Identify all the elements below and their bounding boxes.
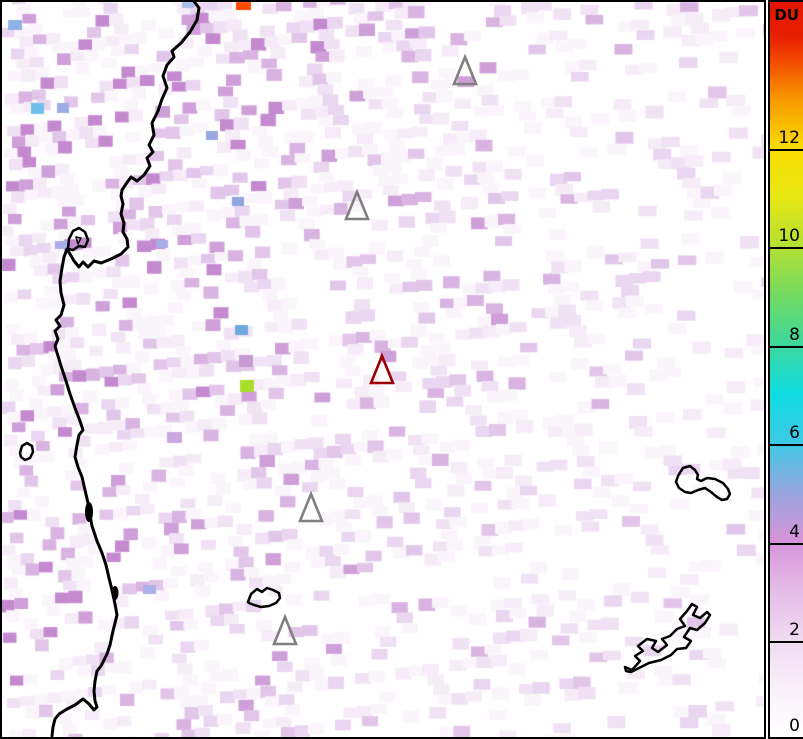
map-overlay bbox=[18, 0, 732, 738]
colorbar: DU 0 2 4 6 8 10 12 bbox=[768, 0, 803, 739]
map-plot-area bbox=[0, 0, 766, 739]
volcano-marker-active-triangle-icon bbox=[369, 352, 395, 385]
volcano-marker-triangle-icon bbox=[272, 613, 298, 646]
colorbar-tick-line bbox=[770, 148, 803, 151]
data-raster-canvas bbox=[0, 0, 766, 739]
volcano-marker-triangle-icon bbox=[344, 188, 370, 221]
colorbar-tick-label: 8 bbox=[789, 324, 800, 345]
colorbar-tick-line bbox=[770, 247, 803, 250]
colorbar-tick-line bbox=[770, 542, 803, 545]
colorbar-tick-label: 4 bbox=[789, 521, 800, 542]
lake-outline bbox=[246, 586, 282, 609]
coast-filled-spot bbox=[85, 502, 93, 522]
lake-outline bbox=[18, 441, 35, 462]
colorbar-tick-line bbox=[770, 345, 803, 348]
colorbar-tick-line bbox=[770, 444, 803, 447]
lake-outline bbox=[623, 602, 712, 674]
colorbar-tick-label: 12 bbox=[778, 127, 800, 148]
colorbar-tick-label: 10 bbox=[778, 226, 800, 247]
coastline bbox=[50, 0, 201, 738]
colorbar-tick-line bbox=[770, 641, 803, 644]
lake-outline bbox=[674, 464, 732, 502]
coast-filled-spot bbox=[111, 586, 119, 600]
colorbar-unit-label: DU bbox=[774, 6, 799, 24]
colorbar-tick-label: 2 bbox=[789, 620, 800, 641]
colorbar-tick-label: 6 bbox=[789, 423, 800, 444]
peninsula-lagoon bbox=[75, 236, 82, 245]
volcano-marker-triangle-icon bbox=[452, 53, 478, 86]
colorbar-tick-label: 0 bbox=[789, 716, 800, 736]
volcano-marker-triangle-icon bbox=[298, 490, 324, 523]
peninsula-outline bbox=[66, 226, 90, 252]
